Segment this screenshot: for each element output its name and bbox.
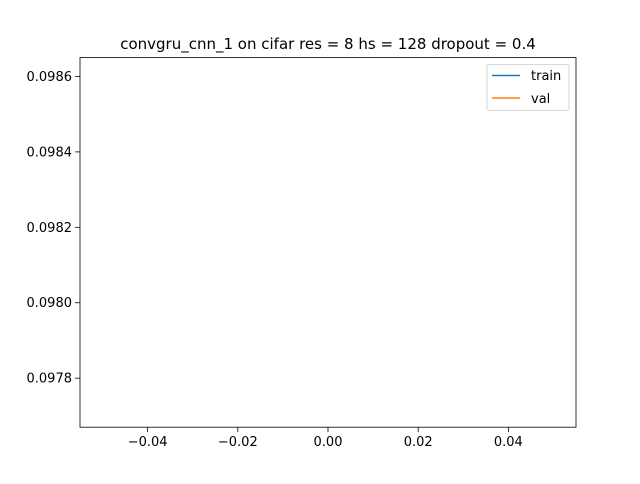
y-tick-label: 0.0980 xyxy=(27,296,73,311)
y-axis: 0.0978 0.0980 0.0982 0.0984 0.0986 xyxy=(27,70,80,387)
x-axis: −0.04 −0.02 0.00 0.02 0.04 xyxy=(128,427,523,450)
y-tick-label: 0.0986 xyxy=(27,70,73,85)
legend-label-train: train xyxy=(531,69,561,84)
y-tick-label: 0.0984 xyxy=(27,145,73,160)
x-tick-label: −0.04 xyxy=(128,435,168,450)
x-tick-label: 0.00 xyxy=(314,435,343,450)
x-tick-label: −0.02 xyxy=(218,435,258,450)
chart-title: convgru_cnn_1 on cifar res = 8 hs = 128 … xyxy=(120,35,536,54)
legend-label-val: val xyxy=(531,92,550,107)
legend: train val xyxy=(486,64,570,111)
y-tick-label: 0.0978 xyxy=(27,372,73,387)
x-tick-label: 0.04 xyxy=(494,435,523,450)
x-tick-label: 0.02 xyxy=(404,435,433,450)
y-tick-label: 0.0982 xyxy=(27,221,73,236)
